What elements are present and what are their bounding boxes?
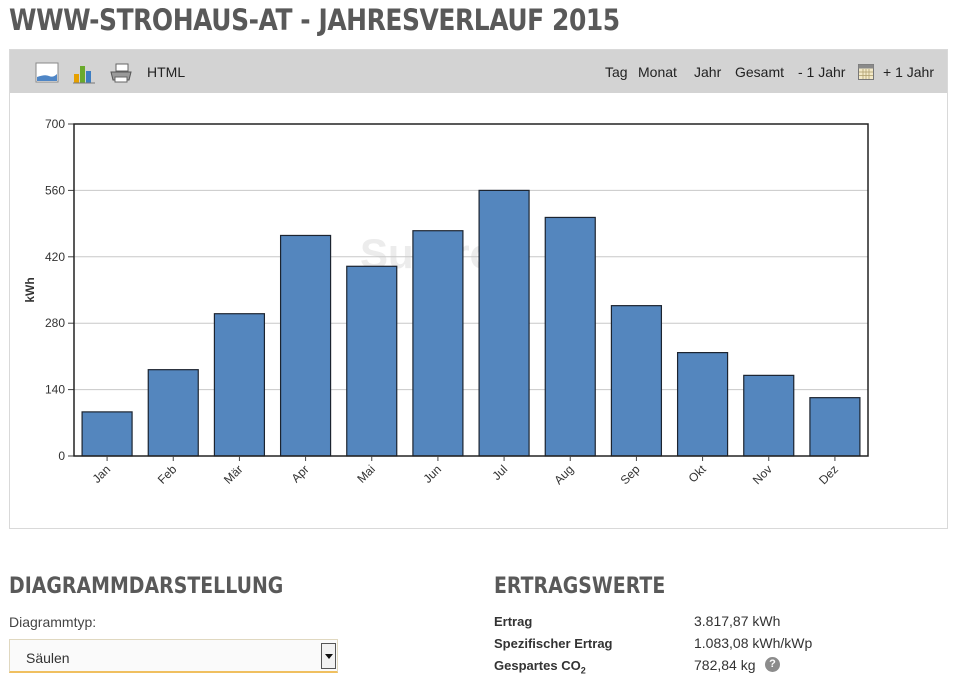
co2-label: Gespartes CO [494,658,581,673]
bar-sep[interactable] [610,305,663,457]
bar-chart-icon[interactable] [72,62,96,84]
help-icon[interactable]: ? [765,657,780,672]
x-tick-label: Jun [420,462,444,486]
x-tick-label: Okt [686,462,710,486]
html-export-link[interactable]: HTML [147,64,186,80]
printer-icon[interactable] [109,62,133,84]
y-tick-label: 140 [45,383,65,397]
bar-nov[interactable] [743,374,795,457]
yield-key-spezifisch: Spezifischer Ertrag [494,636,613,651]
yield-value-co2: 782,84 kg [694,657,756,673]
y-axis-label: kWh [23,277,37,302]
area-chart-icon[interactable] [35,62,59,84]
chevron-down-icon[interactable] [321,643,336,669]
bar-mai[interactable] [346,265,398,457]
y-tick-label: 700 [45,117,65,131]
y-tick-label: 560 [45,183,65,197]
bar-okt[interactable] [676,352,729,457]
diagram-type-select[interactable]: Säulen [9,639,338,673]
bar-aug[interactable] [544,216,596,457]
bar-jan[interactable] [81,411,133,457]
x-tick-label: Mai [354,462,378,486]
x-tick-label: Dez [816,462,841,487]
x-tick-label: Feb [155,462,180,487]
chart-toolbar: HTML Tag Monat Jahr Gesamt - 1 Jahr + 1 … [10,50,947,93]
yields-section-title: ERTRAGSWERTE [494,574,666,599]
jahr-link[interactable]: Jahr [694,64,722,80]
diagram-type-label: Diagrammtyp: [9,614,97,630]
y-tick-label: 280 [45,316,65,330]
x-tick-label: Nov [750,462,775,487]
bar-mär[interactable] [213,313,266,457]
tag-link[interactable]: Tag [605,64,628,80]
x-tick-label: Aug [551,462,576,487]
diagram-type-value: Säulen [26,650,70,666]
yield-key-co2: Gespartes CO2 [494,658,586,676]
y-tick-label: 0 [58,449,65,463]
bar-dez[interactable] [809,397,861,457]
bar-jul[interactable] [478,189,530,457]
page-title: WWW-STROHAUS-AT - JAHRESVERLAUF 2015 [9,3,620,37]
bar-feb[interactable] [147,369,199,457]
yield-value-ertrag: 3.817,87 kWh [694,613,781,629]
calendar-icon[interactable] [858,63,874,80]
minus-1-jahr-link[interactable]: - 1 Jahr [798,64,846,80]
gesamt-link[interactable]: Gesamt [735,64,785,80]
x-tick-label: Jan [90,462,114,486]
plot-frame [73,123,869,457]
bar-jun[interactable] [412,230,464,457]
x-tick-label: Apr [289,462,312,485]
yield-key-ertrag: Ertrag [494,614,533,629]
diagram-section-title: DIAGRAMMDARSTELLUNG [9,574,284,599]
yield-value-spezifisch: 1.083,08 kWh/kWp [694,635,813,651]
plus-1-jahr-link[interactable]: + 1 Jahr [883,64,934,80]
x-tick-label: Jul [489,462,510,483]
bar-apr[interactable] [279,234,332,457]
monat-link[interactable]: Monat [638,64,677,80]
x-tick-label: Sep [618,462,643,487]
co2-subscript: 2 [580,665,586,676]
x-tick-label: Mär [221,462,246,487]
chart-panel: HTML Tag Monat Jahr Gesamt - 1 Jahr + 1 … [9,49,948,529]
y-tick-label: 420 [45,250,65,264]
bar-chart: Suntrol0140280420560700kWhJanFebMärAprMa… [23,117,869,487]
